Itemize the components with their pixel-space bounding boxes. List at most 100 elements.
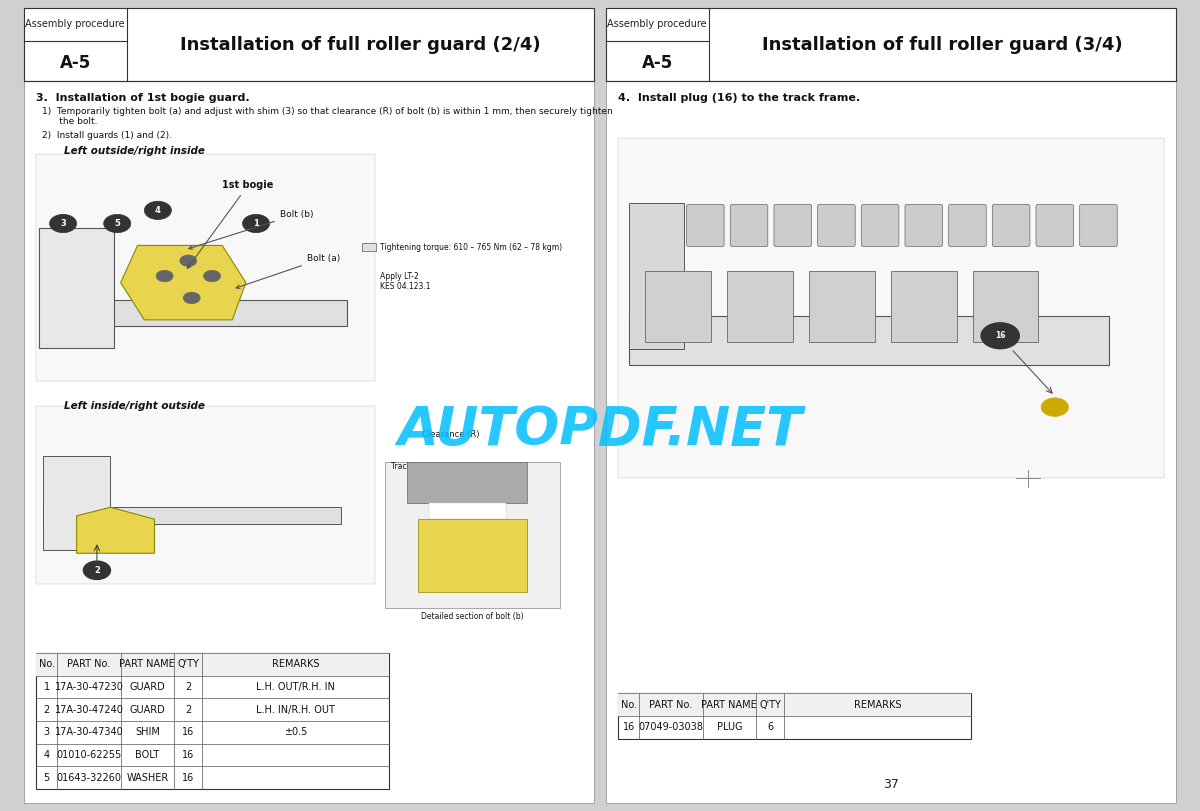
FancyBboxPatch shape <box>40 228 114 349</box>
Bar <box>606 8 1176 81</box>
Text: Clearance (R): Clearance (R) <box>422 430 480 439</box>
Text: Track frame: Track frame <box>391 462 437 471</box>
Circle shape <box>1042 398 1068 416</box>
FancyBboxPatch shape <box>949 204 986 247</box>
Text: 16: 16 <box>182 727 194 737</box>
FancyBboxPatch shape <box>418 519 527 592</box>
Text: Apply LT-2
KES 04.123.1: Apply LT-2 KES 04.123.1 <box>380 272 431 291</box>
Text: PART NAME: PART NAME <box>120 659 175 669</box>
Text: PART NAME: PART NAME <box>702 700 757 710</box>
Bar <box>36 653 389 789</box>
Text: 1)  Temporarily tighten bolt (a) and adjust with shim (3) so that clearance (R) : 1) Temporarily tighten bolt (a) and adju… <box>42 107 613 127</box>
Text: Left inside/right outside: Left inside/right outside <box>64 401 205 411</box>
Text: Q'TY: Q'TY <box>178 659 199 669</box>
Text: 16: 16 <box>623 723 635 732</box>
Text: PART No.: PART No. <box>649 700 692 710</box>
Text: 1: 1 <box>43 682 49 692</box>
Polygon shape <box>121 246 246 320</box>
Text: 4: 4 <box>155 206 161 215</box>
Text: GUARD: GUARD <box>130 705 166 714</box>
Text: 16: 16 <box>995 331 1006 341</box>
FancyBboxPatch shape <box>606 8 1176 803</box>
Text: 16: 16 <box>182 750 194 760</box>
Text: 4: 4 <box>43 750 49 760</box>
Polygon shape <box>77 508 155 553</box>
FancyBboxPatch shape <box>809 271 875 342</box>
Text: GUARD: GUARD <box>130 682 166 692</box>
Circle shape <box>242 214 270 233</box>
Bar <box>24 8 594 81</box>
FancyBboxPatch shape <box>643 204 680 247</box>
Circle shape <box>156 270 173 281</box>
FancyBboxPatch shape <box>36 406 374 584</box>
Text: Assembly procedure: Assembly procedure <box>25 19 125 29</box>
Text: SHIM: SHIM <box>134 727 160 737</box>
Text: REMARKS: REMARKS <box>272 659 319 669</box>
FancyBboxPatch shape <box>727 271 793 342</box>
Text: Installation of full roller guard (2/4): Installation of full roller guard (2/4) <box>180 36 541 54</box>
FancyBboxPatch shape <box>24 8 594 803</box>
Text: 01643-32260: 01643-32260 <box>56 773 121 783</box>
Bar <box>36 653 389 676</box>
FancyBboxPatch shape <box>731 204 768 247</box>
Circle shape <box>982 323 1019 349</box>
Text: Bolt (b): Bolt (b) <box>188 210 313 249</box>
Text: 2: 2 <box>43 705 49 714</box>
Text: Installation of full roller guard (3/4): Installation of full roller guard (3/4) <box>762 36 1123 54</box>
FancyBboxPatch shape <box>1080 204 1117 247</box>
Text: AUTOPDF.NET: AUTOPDF.NET <box>397 404 803 456</box>
Text: 37: 37 <box>883 778 899 791</box>
Text: PART No.: PART No. <box>67 659 110 669</box>
Text: 1st bogie: 1st bogie <box>187 181 274 268</box>
FancyBboxPatch shape <box>817 204 856 247</box>
Text: 2: 2 <box>185 682 191 692</box>
Text: 36: 36 <box>301 778 317 791</box>
Text: Assembly procedure: Assembly procedure <box>607 19 707 29</box>
Circle shape <box>180 255 197 267</box>
FancyBboxPatch shape <box>973 271 1038 342</box>
Bar <box>618 693 972 739</box>
Text: 3: 3 <box>43 727 49 737</box>
FancyBboxPatch shape <box>43 300 348 326</box>
FancyBboxPatch shape <box>362 243 377 251</box>
Text: No.: No. <box>620 700 637 710</box>
Text: Q'TY: Q'TY <box>760 700 781 710</box>
Circle shape <box>83 561 110 579</box>
FancyBboxPatch shape <box>862 204 899 247</box>
Text: 2)  Install guards (1) and (2).: 2) Install guards (1) and (2). <box>42 131 172 140</box>
FancyBboxPatch shape <box>1036 204 1074 247</box>
Text: A-5: A-5 <box>642 54 673 72</box>
Text: 2: 2 <box>94 566 100 575</box>
Text: 1: 1 <box>253 219 259 228</box>
FancyBboxPatch shape <box>890 271 956 342</box>
Circle shape <box>49 214 77 233</box>
Text: BOLT: BOLT <box>136 750 160 760</box>
FancyBboxPatch shape <box>629 316 1110 365</box>
Text: 2: 2 <box>185 705 191 714</box>
Text: Detailed section of bolt (b): Detailed section of bolt (b) <box>421 612 524 621</box>
Text: 3.  Installation of 1st bogie guard.: 3. Installation of 1st bogie guard. <box>36 93 250 103</box>
FancyBboxPatch shape <box>686 204 724 247</box>
Text: 4.  Install plug (16) to the track frame.: 4. Install plug (16) to the track frame. <box>618 93 860 103</box>
Text: WASHER: WASHER <box>126 773 168 783</box>
FancyBboxPatch shape <box>629 203 684 349</box>
Text: 5: 5 <box>43 773 49 783</box>
Text: Tightening torque: 610 – 765 Nm (62 – 78 kgm): Tightening torque: 610 – 765 Nm (62 – 78… <box>380 243 562 252</box>
Text: 5: 5 <box>114 219 120 228</box>
Text: 17A-30-47240: 17A-30-47240 <box>54 705 124 714</box>
Text: No.: No. <box>38 659 55 669</box>
Text: REMARKS: REMARKS <box>854 700 901 710</box>
Text: PLUG: PLUG <box>716 723 742 732</box>
Circle shape <box>184 292 200 303</box>
Text: 17A-30-47230: 17A-30-47230 <box>54 682 124 692</box>
Text: 17A-30-47340: 17A-30-47340 <box>55 727 124 737</box>
Text: Bolt (a): Bolt (a) <box>236 254 340 289</box>
Text: 3: 3 <box>60 219 66 228</box>
FancyBboxPatch shape <box>646 271 710 342</box>
Text: 07049-03038: 07049-03038 <box>638 723 703 732</box>
Text: 16: 16 <box>182 773 194 783</box>
FancyBboxPatch shape <box>407 462 527 503</box>
FancyBboxPatch shape <box>430 503 505 519</box>
Circle shape <box>204 270 221 281</box>
FancyBboxPatch shape <box>774 204 811 247</box>
